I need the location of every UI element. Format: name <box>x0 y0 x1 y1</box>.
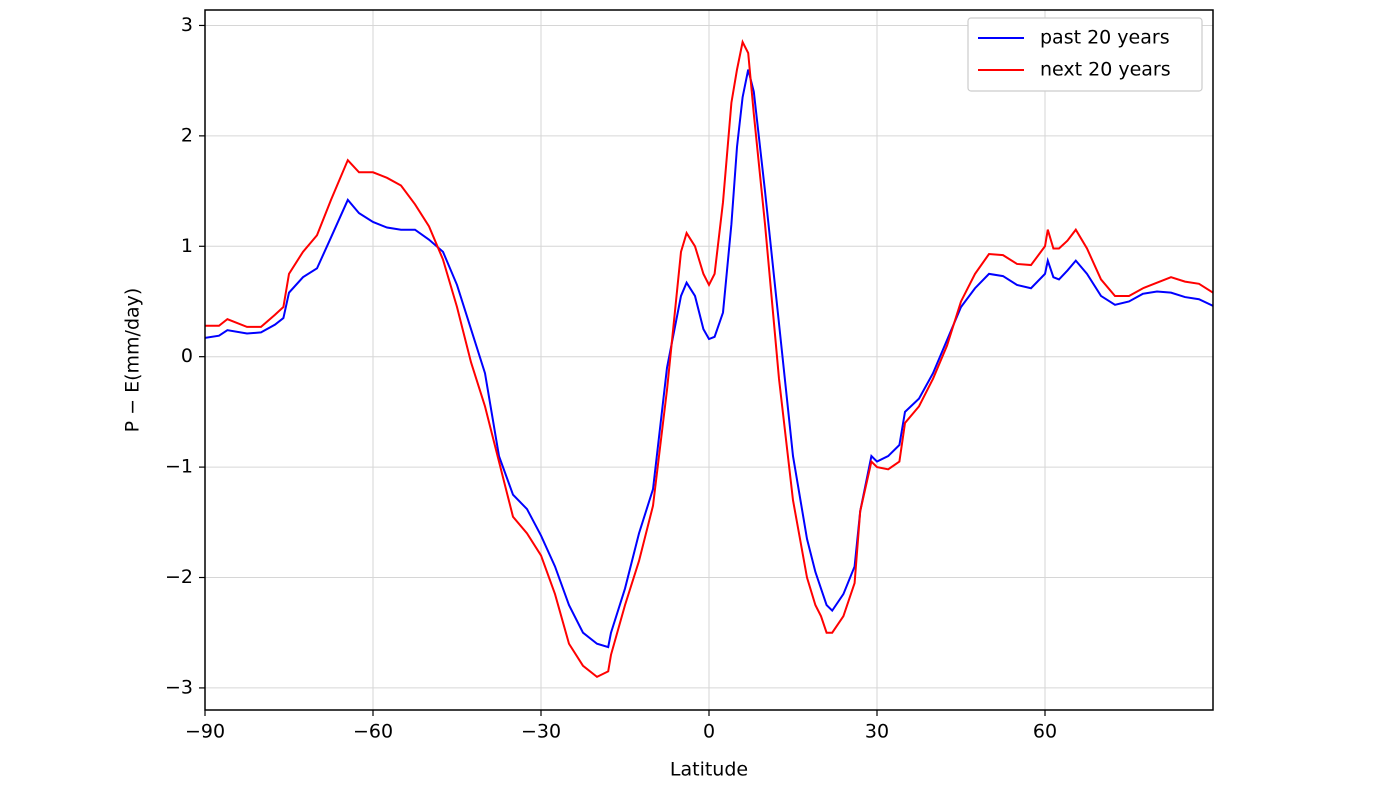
x-tick-label: −60 <box>353 721 393 743</box>
line-series <box>205 69 1213 649</box>
legend-box <box>967 17 1203 92</box>
y-tick-label: 0 <box>181 345 193 367</box>
x-tick-label: −30 <box>521 721 561 743</box>
y-tick-label: −2 <box>165 566 193 588</box>
line-series <box>205 39 1213 679</box>
y-tick-label: 3 <box>181 14 193 36</box>
y-tick-label: −3 <box>165 676 193 698</box>
plot-frame <box>204 9 1214 711</box>
x-axis-label: Latitude <box>670 759 748 781</box>
legend-label: past 20 years <box>1040 27 1170 49</box>
y-tick-label: 1 <box>181 235 193 257</box>
x-tick-label: 60 <box>1033 721 1057 743</box>
y-axis-label: P − E(mm/day) <box>122 288 144 433</box>
y-tick-label: 2 <box>181 124 193 146</box>
x-tick-label: 0 <box>703 721 715 743</box>
x-tick-label: 30 <box>865 721 889 743</box>
x-tick-label: −90 <box>185 721 225 743</box>
legend-label: next 20 years <box>1040 59 1171 81</box>
y-tick-label: −1 <box>165 456 193 478</box>
